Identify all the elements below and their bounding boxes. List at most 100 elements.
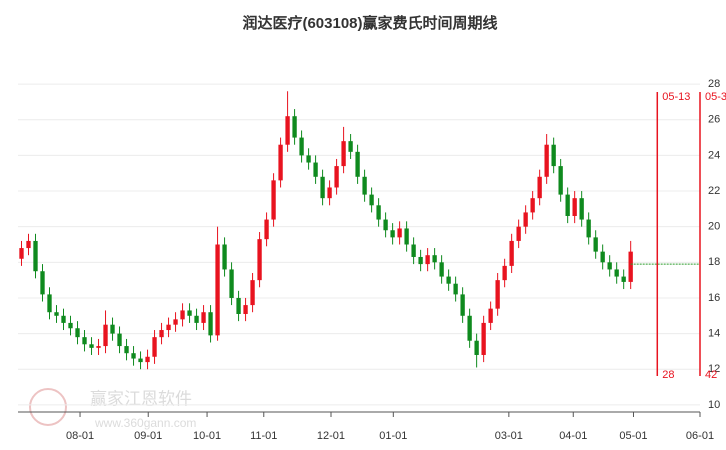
x-tick-label: 12-01 xyxy=(317,430,345,442)
candle-body xyxy=(229,269,234,298)
candle-body xyxy=(33,240,38,272)
y-tick-label: 20 xyxy=(708,221,720,233)
candle-body xyxy=(110,324,115,334)
candle-body xyxy=(600,251,605,263)
candle-body xyxy=(257,239,262,281)
cycle-count: 42 xyxy=(705,369,717,381)
x-tick-label: 06-01 xyxy=(686,430,714,442)
candle-body xyxy=(159,330,164,338)
candle-body xyxy=(425,255,430,265)
candle-body xyxy=(19,248,24,259)
candle-body xyxy=(551,144,556,167)
candle-body xyxy=(369,194,374,206)
candle-body xyxy=(313,162,318,177)
y-tick-label: 12 xyxy=(708,363,720,375)
candle-body xyxy=(481,322,486,355)
candle-body xyxy=(460,294,465,316)
candle-body xyxy=(264,219,269,240)
candle-body xyxy=(215,244,220,336)
candle-body xyxy=(502,265,507,281)
candle-body xyxy=(355,151,360,177)
candle-body xyxy=(194,315,199,323)
candle-body xyxy=(327,187,332,199)
candle-body xyxy=(348,141,353,152)
y-tick-label: 16 xyxy=(708,292,720,304)
candle-body xyxy=(614,269,619,277)
candle-body xyxy=(271,180,276,220)
candle-body xyxy=(285,116,290,145)
candle-body xyxy=(474,340,479,355)
candle-body xyxy=(145,356,150,363)
candle-body xyxy=(208,312,213,336)
candle-body xyxy=(138,358,143,363)
candle-body xyxy=(26,240,31,249)
candle-body xyxy=(593,237,598,252)
candle-body xyxy=(628,251,633,282)
candle-body xyxy=(509,240,514,266)
candle-body xyxy=(572,198,577,216)
candle-body xyxy=(418,256,423,265)
candle-body xyxy=(488,308,493,323)
x-tick-label: 08-01 xyxy=(66,430,94,442)
watermark-url: www.360gann.com xyxy=(94,416,196,430)
candle-body xyxy=(362,176,367,195)
candle-body xyxy=(411,244,416,257)
candle-body xyxy=(341,141,346,167)
candle-body xyxy=(495,280,500,309)
x-tick-label: 01-01 xyxy=(379,430,407,442)
candle-body xyxy=(453,283,458,295)
watermark-name: 赢家江恩软件 xyxy=(90,389,192,408)
x-tick-label: 11-01 xyxy=(250,430,277,442)
candle-body xyxy=(180,310,185,320)
candle-body xyxy=(530,198,535,213)
candle-body xyxy=(376,205,381,220)
candle-body xyxy=(299,137,304,156)
candle-body xyxy=(432,255,437,263)
cycle-date: 05-13 xyxy=(662,91,690,103)
candle-body xyxy=(579,198,584,220)
candle-body xyxy=(250,280,255,306)
candle-body xyxy=(131,353,136,359)
candle-body xyxy=(544,144,549,177)
candle-body xyxy=(446,276,451,284)
candle-body xyxy=(243,305,248,314)
candle-body xyxy=(523,212,528,227)
candle-body xyxy=(334,166,339,188)
candle-body xyxy=(222,244,227,270)
candle-body xyxy=(621,276,626,282)
candle-body xyxy=(152,337,157,357)
x-tick-label: 09-01 xyxy=(134,430,162,442)
candle-body xyxy=(89,344,94,348)
x-tick-label: 10-01 xyxy=(193,430,221,442)
x-tick-label: 04-01 xyxy=(559,430,587,442)
candle-body xyxy=(124,346,129,354)
x-tick-label: 05-01 xyxy=(619,430,647,442)
x-tick-label: 03-01 xyxy=(495,430,523,442)
candle-body xyxy=(404,228,409,245)
candle-body xyxy=(68,322,73,329)
candle-body xyxy=(537,176,542,199)
candle-body xyxy=(61,315,66,323)
candle-body xyxy=(96,346,101,348)
candle-body xyxy=(187,310,192,316)
candle-body xyxy=(103,324,108,347)
candle-body xyxy=(397,228,402,238)
candle-body xyxy=(306,155,311,163)
cycle-count: 28 xyxy=(662,369,674,381)
y-tick-label: 22 xyxy=(708,185,720,197)
y-tick-label: 18 xyxy=(708,256,720,268)
watermark: 赢家江恩软件 www.360gann.com xyxy=(29,388,196,430)
candle-body xyxy=(586,219,591,238)
chart-title: 润达医疗(603108)赢家费氏时间周期线 xyxy=(242,14,497,32)
candle-body xyxy=(439,262,444,277)
candle-body xyxy=(320,176,325,199)
y-tick-label: 28 xyxy=(708,78,720,90)
candle-body xyxy=(117,333,122,347)
y-tick-label: 26 xyxy=(708,114,720,126)
candle-body xyxy=(558,166,563,195)
candle-body xyxy=(40,271,45,295)
candle-body xyxy=(75,328,80,338)
y-tick-label: 10 xyxy=(708,399,720,411)
